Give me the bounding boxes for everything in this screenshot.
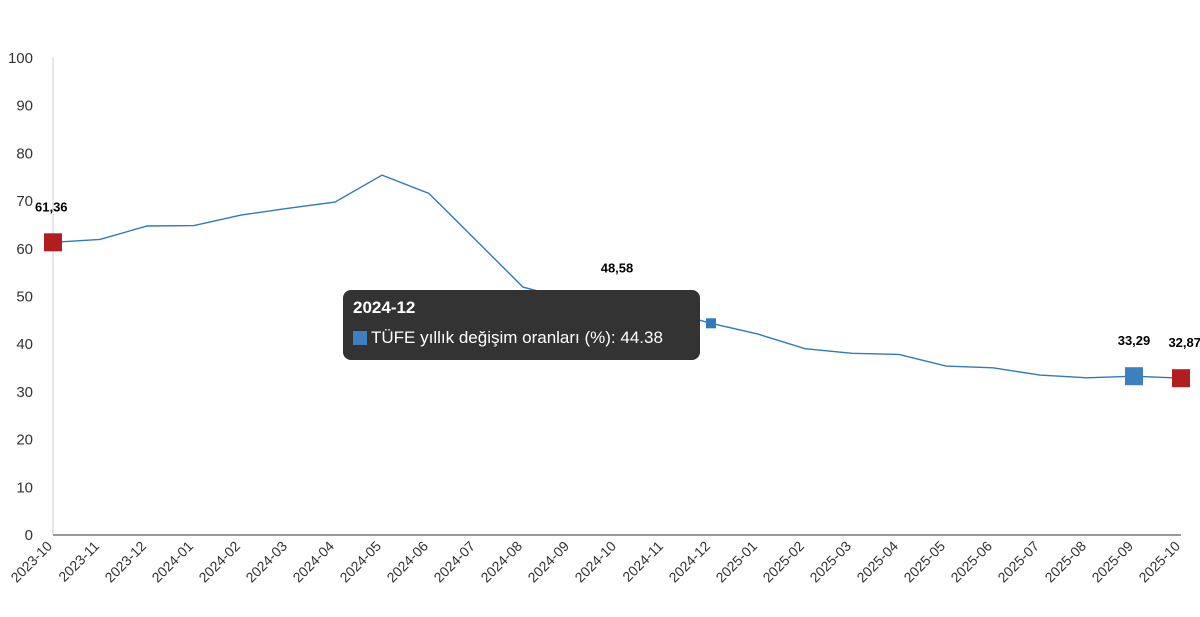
data-point-marker: [1125, 367, 1143, 386]
x-tick-label: 2024-10: [571, 538, 619, 586]
x-tick-label: 2024-05: [336, 538, 384, 586]
x-tick-label: 2025-10: [1135, 538, 1183, 586]
tooltip-series-swatch: [353, 331, 367, 345]
data-point-marker: [44, 233, 62, 252]
data-label: 33,29: [1118, 333, 1151, 348]
data-label: 32,87: [1168, 335, 1200, 350]
x-tick-label: 2024-11: [619, 538, 666, 585]
data-point-marker: [1172, 369, 1190, 388]
x-tick-label: 2024-03: [242, 538, 290, 586]
y-tick-label: 60: [16, 241, 33, 258]
y-tick-label: 40: [16, 336, 33, 353]
x-tick-label: 2023-12: [101, 538, 149, 586]
x-tick-label: 2025-01: [712, 538, 760, 586]
x-tick-label: 2023-10: [7, 538, 55, 586]
x-tick-label: 2024-09: [524, 538, 572, 586]
x-tick-label: 2023-11: [55, 538, 102, 585]
x-tick-label: 2025-03: [806, 538, 854, 586]
x-tick-label: 2024-12: [665, 538, 713, 586]
y-tick-label: 100: [8, 50, 33, 67]
hover-point-marker: [706, 318, 716, 329]
x-tick-label: 2024-06: [383, 538, 431, 586]
x-tick-label: 2024-07: [430, 538, 478, 586]
x-axis-ticks: 2023-10 2023-11 2023-12 2024-01 2024-02 2024-…: [7, 538, 1183, 586]
y-tick-label: 70: [16, 193, 33, 210]
x-tick-label: 2025-07: [994, 538, 1042, 586]
y-tick-label: 50: [16, 289, 33, 306]
tooltip-series-text: TÜFE yıllık değişim oranları (%): 44.38: [371, 328, 663, 347]
x-tick-label: 2025-05: [900, 538, 948, 586]
tooltip-title: 2024-12: [353, 298, 416, 317]
x-tick-label: 2024-02: [195, 538, 243, 586]
data-label: 48,58: [601, 260, 634, 275]
x-tick-label: 2024-01: [148, 538, 196, 586]
data-label-layer: 61,36 48,58 33,29 32,87: [35, 199, 1200, 350]
x-tick-label: 2024-08: [477, 538, 525, 586]
y-tick-label: 20: [16, 432, 33, 449]
x-tick-label: 2025-04: [853, 538, 901, 586]
x-tick-label: 2025-09: [1088, 538, 1136, 586]
x-tick-label: 2024-04: [289, 538, 337, 586]
data-label: 61,36: [35, 199, 68, 214]
tooltip-row: TÜFE yıllık değişim oranları (%): 44.38: [353, 328, 690, 348]
y-tick-label: 30: [16, 384, 33, 401]
x-tick-label: 2025-08: [1041, 538, 1089, 586]
y-tick-label: 10: [16, 479, 33, 496]
x-tick-label: 2025-02: [759, 538, 807, 586]
x-tick-label: 2025-06: [947, 538, 995, 586]
axes: [52, 58, 1181, 536]
y-tick-label: 0: [25, 527, 33, 544]
y-tick-label: 80: [16, 145, 33, 162]
y-axis-ticks: 0 10 20 30 40 50 60 70 80 90 100: [8, 50, 33, 544]
chart-tooltip: 2024-12 TÜFE yıllık değişim oranları (%)…: [343, 290, 700, 360]
y-tick-label: 90: [16, 98, 33, 115]
